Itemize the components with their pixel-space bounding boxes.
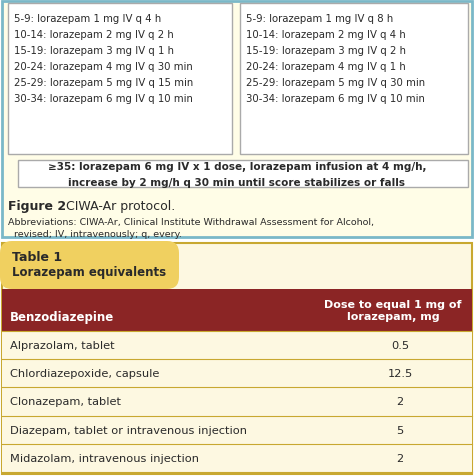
Bar [18,161,468,188]
Bar [2,244,472,474]
Text: 10-14: lorazepam 2 mg IV q 2 h: 10-14: lorazepam 2 mg IV q 2 h [14,30,174,40]
FancyBboxPatch shape [0,241,179,289]
Text: Chlordiazepoxide, capsule: Chlordiazepoxide, capsule [10,368,159,378]
Bar [2,331,472,359]
Text: 2: 2 [396,397,403,407]
Text: 25-29: lorazepam 5 mg IV q 30 min: 25-29: lorazepam 5 mg IV q 30 min [246,78,425,88]
Text: 2: 2 [396,453,403,463]
Text: Diazepam, tablet or intravenous injection: Diazepam, tablet or intravenous injectio… [10,425,247,435]
Text: 12.5: 12.5 [387,368,413,378]
Bar [2,444,472,472]
Bar [2,387,472,416]
Text: Figure 2: Figure 2 [8,199,66,213]
Text: Abbreviations: CIWA-Ar, Clinical Institute Withdrawal Assessment for Alcohol,: Abbreviations: CIWA-Ar, Clinical Institu… [8,218,374,227]
Text: Table 1: Table 1 [12,250,62,263]
Text: 15-19: lorazepam 3 mg IV q 2 h: 15-19: lorazepam 3 mg IV q 2 h [246,46,406,56]
Text: 30-34: lorazepam 6 mg IV q 10 min: 30-34: lorazepam 6 mg IV q 10 min [246,94,425,104]
Text: 10-14: lorazepam 2 mg IV q 4 h: 10-14: lorazepam 2 mg IV q 4 h [246,30,406,40]
Text: 15-19: lorazepam 3 mg IV q 1 h: 15-19: lorazepam 3 mg IV q 1 h [14,46,174,56]
Text: Midazolam, intravenous injection: Midazolam, intravenous injection [10,453,199,463]
Text: Clonazepam, tablet: Clonazepam, tablet [10,397,121,407]
Bar [2,2,472,238]
Text: increase by 2 mg/h q 30 min until score stabilizes or falls: increase by 2 mg/h q 30 min until score … [69,177,405,187]
Text: 5-9: lorazepam 1 mg IV q 4 h: 5-9: lorazepam 1 mg IV q 4 h [14,14,161,24]
Text: Dose to equal 1 mg of
lorazepam, mg: Dose to equal 1 mg of lorazepam, mg [325,299,462,321]
Text: Benzodiazepine: Benzodiazepine [10,310,114,323]
Text: 0.5: 0.5 [391,340,409,350]
Text: revised; IV, intravenously; q, every.: revised; IV, intravenously; q, every. [8,229,182,238]
Text: Lorazepam equivalents: Lorazepam equivalents [12,266,166,278]
Text: 25-29: lorazepam 5 mg IV q 15 min: 25-29: lorazepam 5 mg IV q 15 min [14,78,193,88]
Text: 30-34: lorazepam 6 mg IV q 10 min: 30-34: lorazepam 6 mg IV q 10 min [14,94,193,104]
Text: ≥35: lorazepam 6 mg IV x 1 dose, lorazepam infusion at 4 mg/h,: ≥35: lorazepam 6 mg IV x 1 dose, lorazep… [48,161,426,171]
Text: 5-9: lorazepam 1 mg IV q 8 h: 5-9: lorazepam 1 mg IV q 8 h [246,14,393,24]
Text: 20-24: lorazepam 4 mg IV q 1 h: 20-24: lorazepam 4 mg IV q 1 h [246,62,406,72]
Text: Alprazolam, tablet: Alprazolam, tablet [10,340,115,350]
Bar [2,416,472,444]
Bar [2,289,472,331]
Bar [2,359,472,387]
Bar [8,4,232,155]
Bar [240,4,468,155]
Text: 5: 5 [396,425,404,435]
Text: CIWA-Ar protocol.: CIWA-Ar protocol. [58,199,175,213]
Text: 20-24: lorazepam 4 mg IV q 30 min: 20-24: lorazepam 4 mg IV q 30 min [14,62,193,72]
